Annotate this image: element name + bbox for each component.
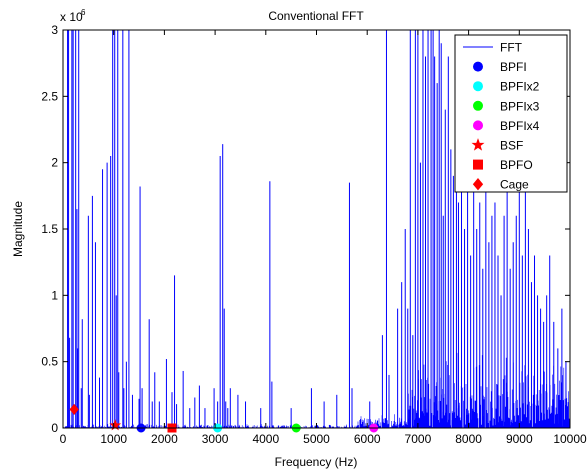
- x-tick-label: 6000: [354, 432, 381, 446]
- marker-star: [471, 138, 485, 151]
- x-tick-label: 1000: [100, 432, 127, 446]
- y-tick-label: 1.5: [41, 222, 58, 236]
- x-tick-label: 9000: [506, 432, 533, 446]
- marker-circle: [473, 61, 483, 72]
- x-tick-label: 0: [60, 432, 67, 446]
- y-tick-label: 0.5: [41, 355, 58, 369]
- marker-circle: [473, 100, 483, 111]
- x-tick-label: 10000: [553, 432, 587, 446]
- y-scale-exponent: 6: [81, 8, 86, 17]
- x-tick-label: 8000: [455, 432, 482, 446]
- legend-label: BPFIx3: [500, 99, 540, 113]
- x-tick-label: 7000: [405, 432, 432, 446]
- y-tick-label: 3: [51, 23, 58, 37]
- marker-square: [473, 159, 483, 170]
- marker-circle: [473, 81, 483, 92]
- marker-diamond: [472, 178, 484, 191]
- chart-title: Conventional FFT: [268, 9, 364, 23]
- y-scale-factor: x 10: [60, 10, 83, 24]
- x-tick-label: 4000: [252, 432, 279, 446]
- legend: FFT BPFI BPFIx2 BPFIx3 BPFIx4 BSF BPFO Cage: [454, 34, 568, 193]
- x-tick-label: 5000: [303, 432, 330, 446]
- legend-label: Cage: [500, 178, 529, 192]
- legend-label: BPFI: [500, 60, 527, 74]
- x-axis-label: Frequency (Hz): [275, 455, 358, 469]
- x-tick-label: 2000: [151, 432, 178, 446]
- y-tick-label: 1: [51, 288, 58, 302]
- marker-star: [109, 419, 122, 431]
- x-axis: 0 1000 2000 3000 4000 5000 6000 7000 8000 9000 100…: [60, 30, 587, 446]
- legend-label: BSF: [500, 139, 523, 153]
- marker-diamond: [69, 403, 79, 416]
- y-axis-label: Magnitude: [11, 201, 25, 257]
- x-tick-label: 3000: [202, 432, 229, 446]
- legend-label: BPFIx4: [500, 119, 540, 133]
- legend-label: FFT: [500, 41, 523, 55]
- legend-label: BPFIx2: [500, 80, 540, 94]
- legend-label: BPFO: [500, 158, 533, 172]
- y-tick-label: 2: [51, 156, 58, 170]
- marker-circle: [473, 120, 483, 131]
- y-axis: 0 0.5 1 1.5 2 2.5 3: [41, 23, 570, 435]
- y-tick-label: 0: [51, 421, 58, 435]
- y-tick-label: 2.5: [41, 89, 58, 103]
